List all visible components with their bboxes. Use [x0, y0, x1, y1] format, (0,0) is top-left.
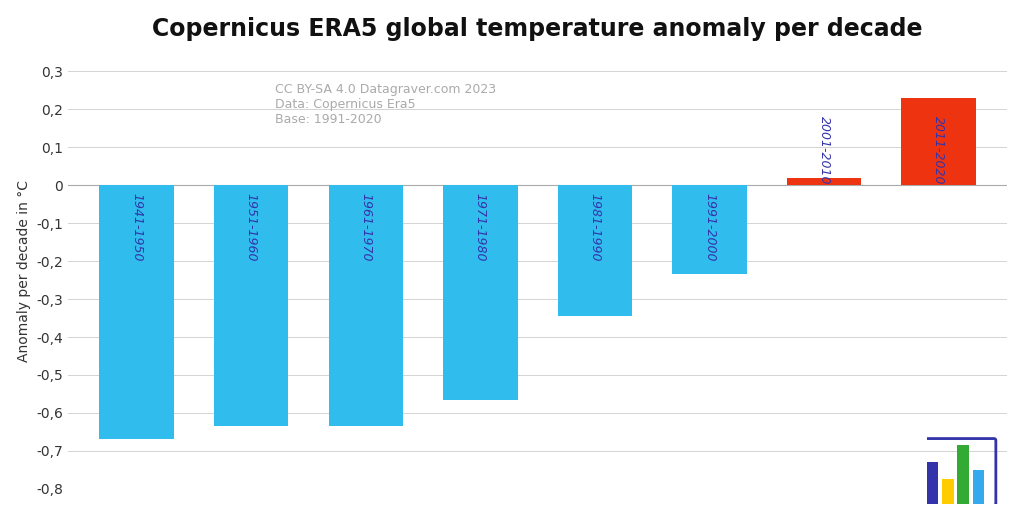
- Bar: [942, 479, 953, 504]
- Bar: [329, 185, 403, 426]
- Text: 1951-1960: 1951-1960: [245, 193, 258, 261]
- Bar: [786, 178, 861, 185]
- Bar: [558, 185, 632, 316]
- Title: Copernicus ERA5 global temperature anomaly per decade: Copernicus ERA5 global temperature anoma…: [153, 16, 923, 41]
- Bar: [214, 185, 289, 426]
- Bar: [927, 462, 938, 504]
- Bar: [672, 185, 746, 274]
- Bar: [957, 445, 969, 504]
- Text: CC BY-SA 4.0 Datagraver.com 2023
Data: Copernicus Era5
Base: 1991-2020: CC BY-SA 4.0 Datagraver.com 2023 Data: C…: [274, 83, 496, 126]
- Text: 2011-2020: 2011-2020: [932, 116, 945, 185]
- Text: 1941-1950: 1941-1950: [130, 193, 143, 261]
- Text: 1991-2000: 1991-2000: [703, 193, 716, 261]
- Text: 2001-2010: 2001-2010: [817, 116, 830, 185]
- Bar: [99, 185, 174, 439]
- Text: 1971-1980: 1971-1980: [474, 193, 486, 261]
- Bar: [901, 98, 976, 185]
- Text: 1981-1990: 1981-1990: [589, 193, 601, 261]
- Y-axis label: Anomaly per decade in °C: Anomaly per decade in °C: [16, 179, 31, 361]
- Bar: [443, 185, 517, 400]
- Bar: [973, 470, 984, 504]
- Text: 1961-1970: 1961-1970: [359, 193, 373, 261]
